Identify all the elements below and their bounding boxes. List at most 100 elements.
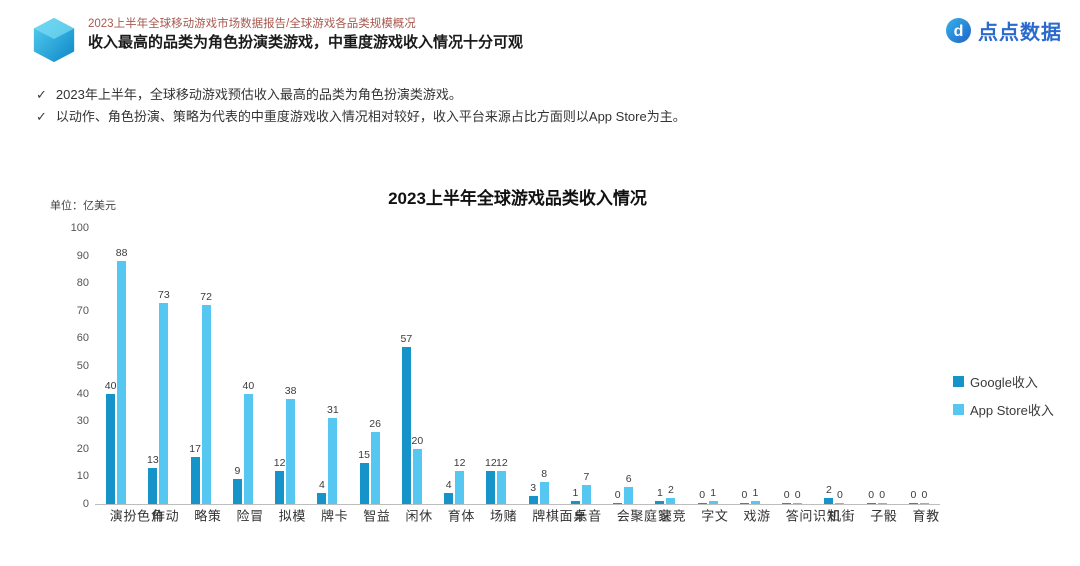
- bar-appstore: [750, 501, 760, 504]
- legend-label-appstore: App Store收入: [970, 403, 1054, 418]
- bar-google: [824, 498, 834, 504]
- axis-unit-label: 单位：亿美元: [50, 200, 116, 212]
- bar-google: [570, 501, 580, 504]
- bar-value-label: 3: [530, 481, 537, 494]
- x-axis-category-label: 体育: [445, 509, 475, 523]
- svg-text:d: d: [954, 23, 964, 40]
- x-axis-category-label: 模拟: [276, 509, 306, 523]
- bar-google: [908, 503, 918, 504]
- y-axis-tick-label: 80: [76, 277, 89, 290]
- bar-appstore: [708, 501, 718, 504]
- bar-appstore: [497, 470, 507, 504]
- bar-value-label: 88: [115, 247, 128, 260]
- bar-google: [275, 470, 285, 504]
- bar-google: [317, 492, 327, 504]
- bar-appstore: [877, 503, 887, 504]
- bar-appstore: [286, 399, 296, 504]
- x-axis-category-label: 冒险: [234, 509, 264, 523]
- x-axis-category-label: 休闲: [403, 509, 433, 523]
- bar-appstore: [117, 261, 127, 504]
- legend: Google收入 App Store收入: [953, 372, 1054, 428]
- bar-appstore: [412, 448, 422, 504]
- bar-value-label: 73: [158, 288, 170, 301]
- bar-value-label: 38: [284, 385, 297, 398]
- bar-value-label: 0: [879, 489, 886, 501]
- x-axis-category-label: 益智: [361, 509, 390, 523]
- brand-d-icon: d: [946, 18, 971, 43]
- brand-logo: d 点点数据: [945, 16, 1062, 45]
- bar-google: [359, 462, 369, 504]
- bar-value-label: 6: [625, 473, 632, 486]
- bar-appstore: [624, 487, 634, 504]
- bar-value-label: 1: [572, 487, 579, 500]
- bar-value-label: 7: [583, 470, 590, 483]
- bar-appstore: [455, 470, 465, 504]
- bar-google: [106, 393, 116, 504]
- bar-appstore: [370, 432, 380, 504]
- bar-value-label: 31: [327, 404, 339, 417]
- bar-value-label: 0: [921, 489, 928, 501]
- x-axis-category-label: 策略: [192, 509, 221, 523]
- x-axis-category-label: 游戏: [741, 509, 771, 523]
- bar-value-label: 2: [825, 484, 832, 497]
- bar-appstore: [201, 305, 211, 504]
- x-axis-category-label: 音乐: [572, 509, 602, 523]
- legend-swatch-appstore: [953, 404, 964, 415]
- bar-google: [486, 470, 496, 504]
- y-axis-tick-label: 70: [76, 304, 89, 317]
- bar-value-label: 9: [234, 465, 241, 478]
- bar-value-label: 40: [104, 379, 117, 392]
- checkmark-icon: ✓: [36, 109, 47, 124]
- x-axis-category-label: 骰子: [868, 509, 897, 523]
- bar-appstore: [835, 503, 845, 504]
- bar-appstore: [666, 498, 676, 504]
- bar-value-label: 26: [369, 418, 381, 431]
- bullet-point: ✓ 以动作、角色扮演、策略为代表的中重度游戏收入情况相对较好，收入平台来源占比方面…: [36, 106, 686, 125]
- bar-google: [697, 503, 707, 504]
- bar-appstore: [793, 503, 803, 504]
- bar-google: [655, 501, 665, 504]
- bar-google: [401, 346, 411, 504]
- bar-value-label: 0: [910, 489, 917, 501]
- bar-google: [739, 503, 749, 504]
- bar-appstore: [919, 503, 929, 504]
- bar-google: [232, 479, 242, 504]
- bar-value-label: 0: [794, 489, 801, 501]
- bar-value-label: 12: [485, 456, 497, 469]
- bar-google: [148, 468, 158, 504]
- bar-value-label: 13: [147, 454, 159, 467]
- y-axis-tick-label: 40: [76, 387, 89, 400]
- bar-google: [782, 503, 792, 504]
- y-axis-tick-label: 50: [76, 360, 89, 372]
- x-axis-category-label: 教育: [910, 509, 940, 523]
- bar-value-label: 57: [400, 332, 413, 345]
- legend-swatch-google: [953, 376, 964, 387]
- bar-value-label: 4: [445, 478, 452, 491]
- bar-value-label: 0: [868, 489, 875, 501]
- bullet-text: 以动作、角色扮演、策略为代表的中重度游戏收入情况相对较好，收入平台来源占比方面则…: [55, 109, 686, 124]
- checkmark-icon: ✓: [36, 87, 47, 102]
- bar-value-label: 0: [614, 489, 621, 501]
- chart-title: 2023上半年全球游戏品类收入情况: [388, 189, 647, 208]
- y-axis-tick-label: 30: [76, 415, 89, 428]
- legend-item-google: Google收入: [953, 372, 1054, 391]
- y-axis-tick-label: 20: [76, 442, 89, 455]
- bar-value-label: 12: [496, 456, 508, 469]
- y-axis-tick-label: 100: [70, 222, 89, 234]
- section-hexagon-icon: [33, 17, 75, 63]
- y-axis-tick-label: 90: [76, 249, 89, 262]
- bar-google: [528, 495, 538, 504]
- bar-value-label: 4: [318, 478, 325, 491]
- bar-value-label: 0: [741, 489, 748, 501]
- y-axis-tick-label: 0: [82, 498, 89, 510]
- bar-value-label: 15: [358, 448, 370, 461]
- brand-name: 点点数据: [978, 22, 1062, 44]
- bar-value-label: 40: [242, 379, 255, 392]
- x-axis-category-label: 角色扮演: [107, 509, 164, 523]
- bar-appstore: [243, 393, 253, 504]
- y-axis-tick-label: 60: [76, 332, 89, 345]
- plot-area: 0 10 20 30 40 50 60 70 80 90 100 40 88 角色扮演 13 73 动作 17 72…: [71, 222, 940, 523]
- bar-google: [866, 503, 876, 504]
- bar-value-label: 0: [699, 489, 706, 501]
- bar-value-label: 20: [411, 434, 424, 447]
